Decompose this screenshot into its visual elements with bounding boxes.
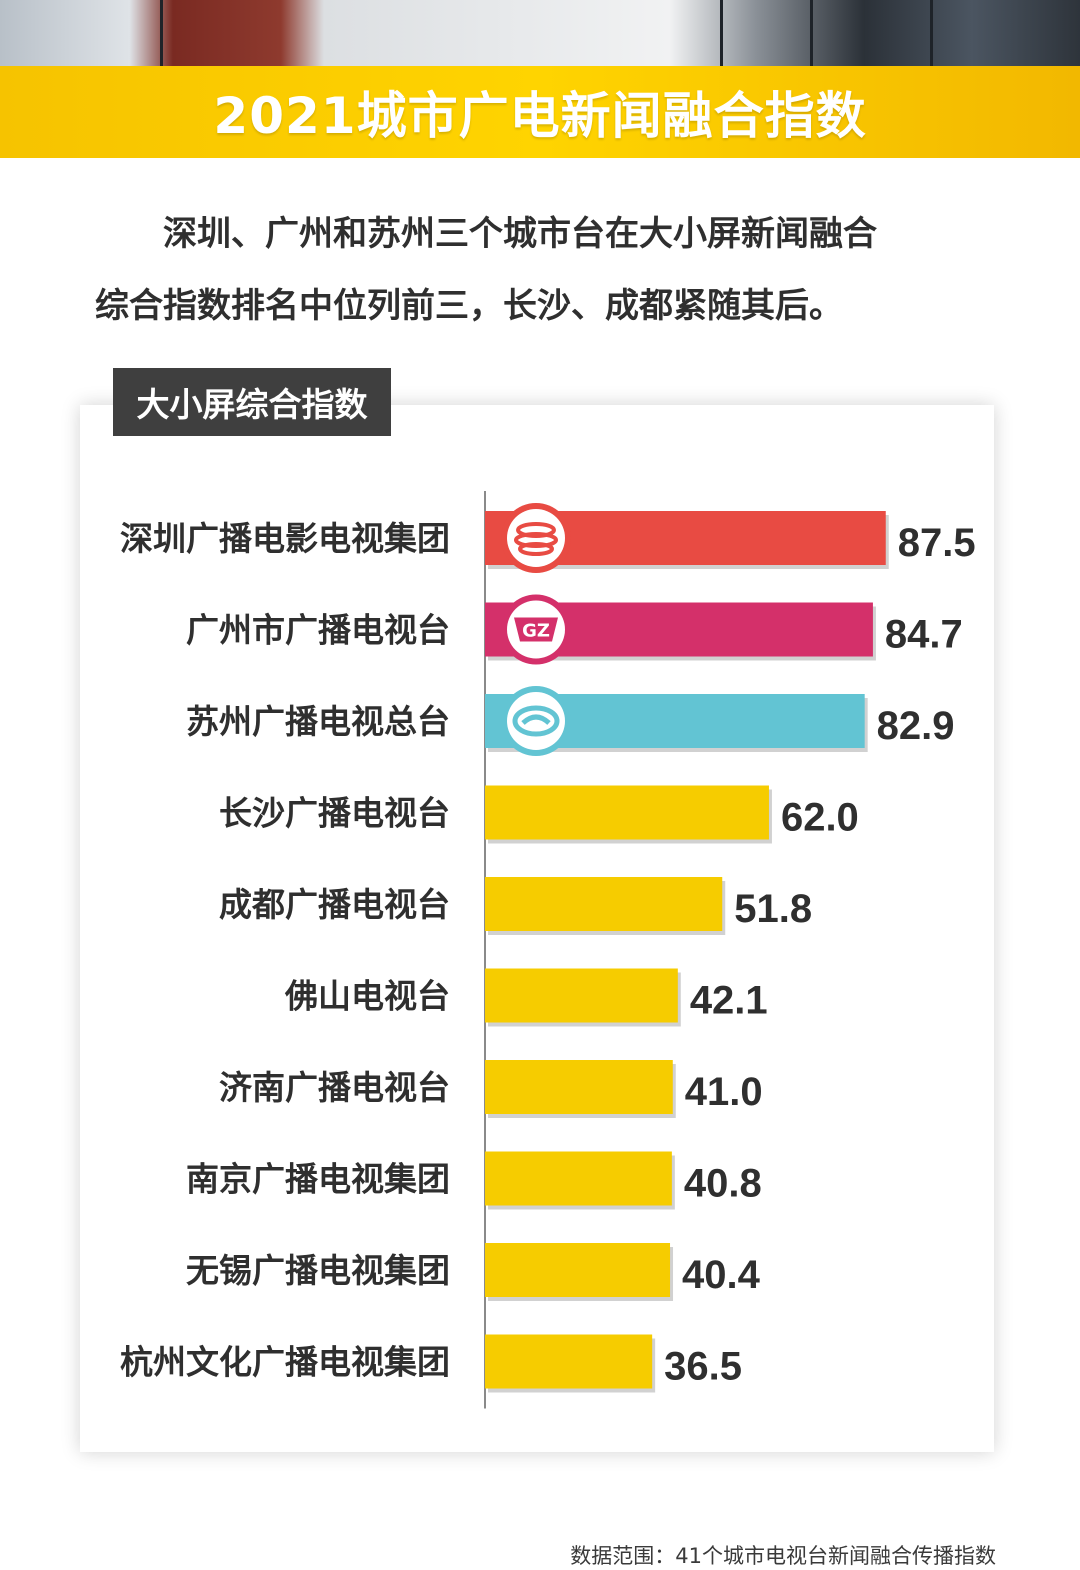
bar-6 <box>485 968 678 1023</box>
bar-4 <box>485 785 769 840</box>
value-label: 62.0 <box>781 796 859 840</box>
shenzhen-logo-icon <box>501 503 571 573</box>
chart-tag: 大小屏综合指数 <box>113 368 391 436</box>
category-label: 深圳广播电影电视集团 <box>120 519 450 558</box>
value-label: 40.4 <box>682 1253 761 1297</box>
category-label: 广州市广播电视台 <box>186 611 450 650</box>
value-label: 84.7 <box>885 613 963 657</box>
bar-8 <box>485 1151 672 1206</box>
value-label: 41.0 <box>685 1070 763 1114</box>
building-window-frame <box>810 0 813 70</box>
value-label: 82.9 <box>877 704 955 748</box>
bar-7 <box>485 1060 673 1114</box>
gz-logo-icon: GZ <box>501 594 571 665</box>
intro-line-1: 深圳、广州和苏州三个城市台在大小屏新闻融合 <box>163 214 877 254</box>
category-label: 苏州广播电视总台 <box>186 702 450 741</box>
bar-10 <box>485 1334 653 1389</box>
bar-5 <box>485 877 723 931</box>
building-window-frame <box>720 0 723 70</box>
building-window-frame <box>930 0 933 70</box>
header-photo <box>0 0 1080 70</box>
page-title: 2021城市广电新闻融合指数 <box>213 87 867 145</box>
category-label: 佛山电视台 <box>284 977 450 1016</box>
suzhou-logo-icon <box>501 686 571 756</box>
value-label: 40.8 <box>684 1162 762 1206</box>
intro-line-2: 综合指数排名中位列前三，长沙、成都紧随其后。 <box>95 286 843 326</box>
category-label: 长沙广播电视台 <box>219 794 450 833</box>
category-label: 杭州文化广播电视集团 <box>120 1343 450 1382</box>
category-label: 成都广播电视台 <box>219 885 450 924</box>
value-label: 36.5 <box>664 1345 742 1389</box>
category-label: 南京广播电视集团 <box>186 1160 450 1199</box>
intro-paragraph: 深圳、广州和苏州三个城市台在大小屏新闻融合 综合指数排名中位列前三，长沙、成都紧… <box>95 198 995 342</box>
gz-logo-text: GZ <box>522 621 550 642</box>
category-label: 济南广播电视台 <box>219 1068 450 1107</box>
category-label: 无锡广播电视集团 <box>186 1251 450 1290</box>
title-banner: 2021城市广电新闻融合指数 <box>0 66 1080 158</box>
bar-9 <box>485 1243 671 1297</box>
value-label: 42.1 <box>690 979 768 1023</box>
value-label: 51.8 <box>734 887 812 931</box>
value-label: 87.5 <box>898 521 976 565</box>
building-window-frame <box>160 0 163 70</box>
